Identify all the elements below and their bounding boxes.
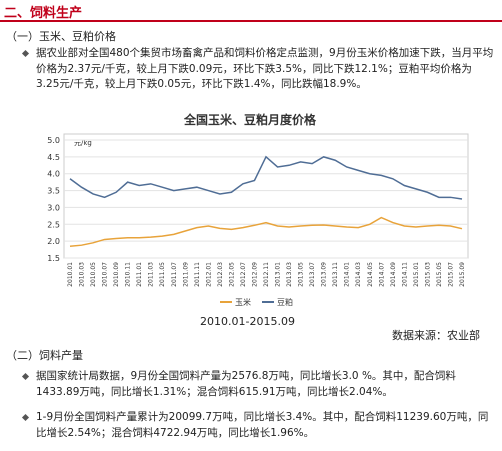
x-tick-label: 2010.01 <box>67 262 74 287</box>
legend-label: 玉米 <box>235 297 251 307</box>
chart-caption: 2010.01-2015.09 <box>200 315 295 328</box>
y-tick-label: 4.5 <box>47 153 60 162</box>
line <box>69 216 463 247</box>
x-tick-label: 2013.05 <box>298 262 305 287</box>
x-tick-label: 2014.03 <box>355 262 362 287</box>
heading: 二、饲料生产 <box>4 6 83 21</box>
x-tick-label: 2014.05 <box>367 262 374 287</box>
paragraph: 据国家统计局数据，9月份全国饲料产量为2576.8万吨，同比增长3.0 %。其中… <box>36 369 494 400</box>
x-tick-label: 2013.11 <box>332 262 339 287</box>
y-tick-label: 4.0 <box>47 170 60 179</box>
x-tick-label: 2015.05 <box>436 262 443 287</box>
x-tick-label: 2012.11 <box>263 262 270 287</box>
x-tick-label: 2015.03 <box>424 262 431 287</box>
section-title: （二）饲料产量 <box>6 349 83 362</box>
x-tick-label: 2011.03 <box>148 262 155 287</box>
x-tick-label: 2013.09 <box>321 262 328 287</box>
x-tick-label: 2011.05 <box>159 262 166 287</box>
y-label: 元/kg <box>74 139 92 147</box>
y-tick-label: 3.0 <box>47 203 60 212</box>
x-tick-label: 2010.11 <box>125 262 132 287</box>
x-tick-label: 2014.09 <box>390 262 397 287</box>
x-tick-label: 2011.01 <box>136 262 143 287</box>
x-tick-label: 2012.05 <box>228 262 235 287</box>
x-tick-label: 2012.03 <box>217 262 224 287</box>
legend-label: 豆粕 <box>277 297 293 307</box>
x-tick-label: 2011.09 <box>182 262 189 287</box>
y-tick-label: 2.0 <box>47 237 60 246</box>
plot-frame <box>63 133 469 259</box>
x-tick-label: 2012.07 <box>240 262 247 287</box>
x-tick-label: 2013.01 <box>275 262 282 287</box>
chart-source: 数据来源：农业部 <box>392 329 480 342</box>
x-tick-label: 2010.03 <box>79 262 86 287</box>
x-tick-label: 2010.09 <box>113 262 120 287</box>
x-tick-label: 2013.03 <box>286 262 293 287</box>
x-tick-label: 2012.01 <box>205 262 212 287</box>
y-tick-label: 2.5 <box>47 220 60 229</box>
x-tick-label: 2015.01 <box>413 262 420 287</box>
chart-title: 全国玉米、豆粕月度价格 <box>183 112 317 127</box>
paragraph: 1-9月份全国饲料产量累计为20099.7万吨，同比增长3.4%。其中，配合饲料… <box>36 410 494 441</box>
line <box>69 155 463 200</box>
x-tick-label: 2011.07 <box>171 262 178 287</box>
section-title: （一）玉米、豆粕价格 <box>6 30 116 43</box>
chart: 全国玉米、豆粕月度价格 元/kg 1.5 2.0 2.5 3.0 3.5 4.0 4.5 5.… <box>47 112 469 307</box>
x-tick-label: 2012.09 <box>251 262 258 287</box>
x-tick-label: 2014.07 <box>378 262 385 287</box>
x-tick-label: 2013.07 <box>309 262 316 287</box>
x-tick-label: 2014.01 <box>344 262 351 287</box>
paragraph: 据农业部对全国480个集贸市场畜禽产品和饲料价格定点监测，9月份玉米价格加速下跌… <box>36 46 494 93</box>
y-tick-label: 3.5 <box>47 187 60 196</box>
x-tick-label: 2010.07 <box>102 262 109 287</box>
x-tick-label: 2015.09 <box>459 262 466 287</box>
x-tick-label: 2011.11 <box>194 262 201 287</box>
x-tick-label: 2015.07 <box>447 262 454 287</box>
heading-rule <box>0 20 502 22</box>
x-tick-label: 2010.05 <box>90 262 97 287</box>
x-tick-label: 2014.11 <box>401 262 408 287</box>
y-tick-label: 1.5 <box>47 254 60 263</box>
y-tick-label: 5.0 <box>47 136 60 145</box>
